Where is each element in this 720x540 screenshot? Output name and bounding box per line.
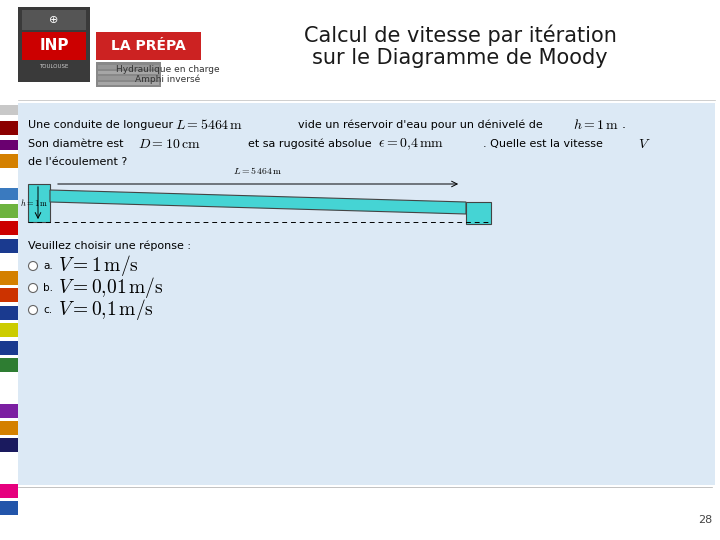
Bar — [0, 288, 18, 302]
Text: Veuillez choisir une réponse :: Veuillez choisir une réponse : — [28, 241, 191, 251]
Bar — [0, 306, 18, 320]
Text: $V=0{,}1\,\mathrm{m/s}$: $V=0{,}1\,\mathrm{m/s}$ — [58, 298, 154, 322]
Text: vide un réservoir d'eau pour un dénivelé de: vide un réservoir d'eau pour un dénivelé… — [298, 120, 543, 130]
Circle shape — [29, 306, 37, 314]
Bar — [0, 121, 18, 135]
Bar — [0, 204, 18, 218]
Bar — [0, 484, 18, 498]
Bar — [22, 10, 86, 30]
Bar — [0, 180, 18, 185]
Bar — [0, 380, 18, 385]
Bar — [0, 421, 18, 435]
Text: $h=1\,\mathrm{m}$: $h=1\,\mathrm{m}$ — [573, 118, 619, 132]
Bar — [18, 7, 90, 82]
Bar — [0, 154, 18, 168]
Bar — [0, 501, 18, 515]
Bar — [18, 103, 715, 485]
Text: Hydraulique en charge: Hydraulique en charge — [116, 65, 220, 75]
Bar — [0, 239, 18, 253]
Text: $V=0{,}01\,\mathrm{m/s}$: $V=0{,}01\,\mathrm{m/s}$ — [58, 275, 163, 300]
Text: ⊕: ⊕ — [49, 15, 59, 25]
Circle shape — [29, 284, 37, 293]
Bar — [22, 32, 86, 60]
Bar — [466, 202, 491, 224]
Bar — [0, 86, 18, 100]
Text: sur le Diagramme de Moody: sur le Diagramme de Moody — [312, 48, 608, 68]
Text: Calcul de vitesse par itération: Calcul de vitesse par itération — [304, 24, 616, 46]
Bar — [98, 82, 159, 85]
Text: 28: 28 — [698, 515, 712, 525]
Text: $V=1\,\mathrm{m/s}$: $V=1\,\mathrm{m/s}$ — [58, 253, 139, 279]
Bar — [0, 140, 18, 150]
Bar — [0, 105, 18, 115]
Text: $h=1\,\mathrm{m}$: $h=1\,\mathrm{m}$ — [20, 198, 48, 208]
Text: LA PRÉPA: LA PRÉPA — [111, 39, 185, 53]
Bar — [0, 271, 18, 285]
Text: $D=10\,\mathrm{cm}$: $D=10\,\mathrm{cm}$ — [138, 137, 201, 151]
Bar — [0, 323, 18, 337]
Text: $\epsilon=0{,}4\,\mathrm{mm}$: $\epsilon=0{,}4\,\mathrm{mm}$ — [378, 137, 444, 152]
Bar — [98, 76, 159, 79]
Text: Une conduite de longueur: Une conduite de longueur — [28, 120, 173, 130]
Bar — [0, 341, 18, 355]
Bar — [0, 188, 18, 200]
Text: Son diamètre est: Son diamètre est — [28, 139, 124, 149]
Bar — [0, 0, 720, 100]
Circle shape — [29, 261, 37, 271]
Text: a.: a. — [43, 261, 53, 271]
Bar — [98, 71, 159, 74]
Bar — [0, 404, 18, 418]
Text: TOULOUSE: TOULOUSE — [40, 64, 68, 69]
Bar — [0, 395, 18, 400]
Bar — [0, 263, 18, 268]
Bar — [0, 438, 18, 452]
Text: de l'écoulement ?: de l'écoulement ? — [28, 157, 127, 167]
Text: Amphi inversé: Amphi inversé — [135, 74, 201, 84]
Text: c.: c. — [43, 305, 52, 315]
Text: b.: b. — [43, 283, 53, 293]
Bar — [98, 65, 159, 69]
Bar — [0, 463, 18, 468]
Polygon shape — [50, 190, 466, 214]
Text: $L=5464\,\mathrm{m}$: $L=5464\,\mathrm{m}$ — [175, 118, 243, 132]
Bar — [96, 32, 201, 60]
Text: et sa rugosité absolue: et sa rugosité absolue — [248, 139, 372, 149]
Bar — [0, 475, 18, 480]
Text: INP: INP — [40, 38, 68, 53]
Text: $V$: $V$ — [638, 137, 651, 151]
Text: $L=5\,464\,\mathrm{m}$: $L=5\,464\,\mathrm{m}$ — [233, 165, 283, 176]
Bar — [0, 358, 18, 372]
Bar — [96, 62, 161, 87]
Text: . Quelle est la vitesse: . Quelle est la vitesse — [483, 139, 603, 149]
Bar — [28, 184, 50, 222]
Text: .: . — [622, 118, 626, 132]
Bar — [0, 221, 18, 235]
